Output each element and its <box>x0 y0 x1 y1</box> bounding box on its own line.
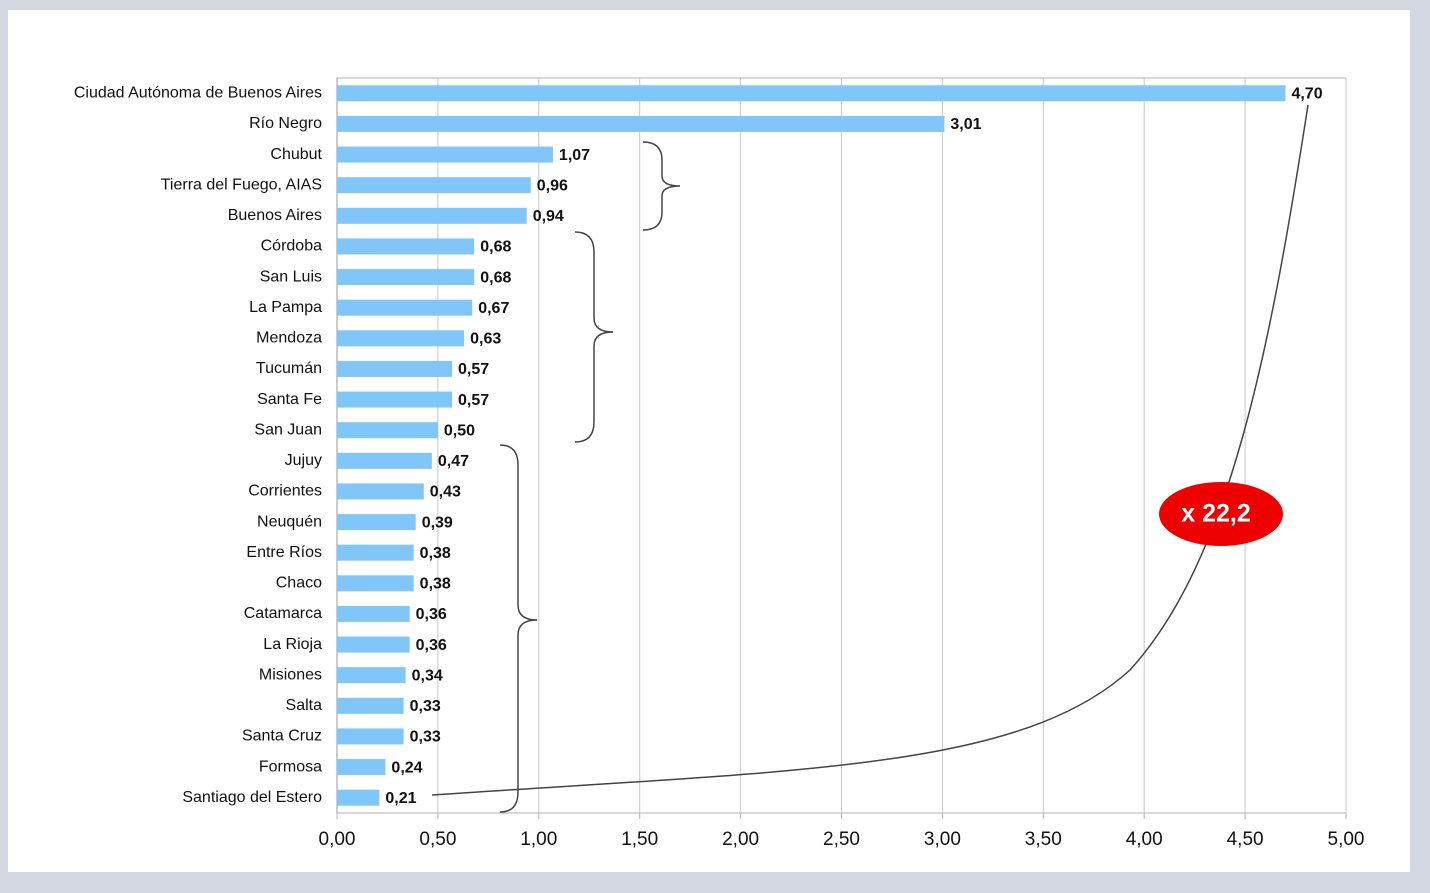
x-tick-label: 2,00 <box>722 829 759 850</box>
growth-curve <box>431 104 1309 796</box>
x-tick-label: 2,50 <box>823 829 860 850</box>
value-label: 0,57 <box>458 392 489 409</box>
value-label: 0,21 <box>385 790 416 807</box>
bar <box>337 575 414 592</box>
y-tick-label: Chubut <box>270 146 322 163</box>
bar <box>337 759 386 776</box>
y-tick-label: Chaco <box>276 575 322 592</box>
bar <box>337 483 424 500</box>
x-tick-label: 4,00 <box>1126 829 1163 850</box>
y-tick-label: Salta <box>286 697 323 714</box>
x-tick-label: 3,00 <box>924 829 961 850</box>
value-label: 0,38 <box>420 545 451 562</box>
x-tick-label: 3,50 <box>1025 829 1062 850</box>
annotation: x 22,2 <box>1181 500 1251 528</box>
y-tick-label: San Luis <box>260 268 322 285</box>
bar <box>337 422 438 439</box>
value-label: 0,24 <box>391 759 422 776</box>
bar <box>337 330 465 347</box>
y-tick-label: Santiago del Estero <box>182 789 322 806</box>
value-label: 0,67 <box>478 300 509 317</box>
grid <box>336 78 1347 819</box>
value-label: 0,39 <box>422 514 453 531</box>
value-label: 0,34 <box>412 667 443 684</box>
panel <box>8 10 1410 872</box>
value-label: 0,36 <box>416 637 447 654</box>
brace <box>499 444 538 813</box>
value-label: 3,01 <box>950 116 981 133</box>
bar <box>337 605 410 622</box>
value-label: 0,94 <box>533 208 564 225</box>
value-label: 0,57 <box>458 361 489 378</box>
bar <box>337 299 473 316</box>
y-tick-label: Río Negro <box>249 115 322 132</box>
bar <box>337 177 531 194</box>
bar <box>337 391 453 408</box>
bar <box>337 207 527 224</box>
bar <box>337 452 432 469</box>
y-tick-label: Catamarca <box>244 605 322 622</box>
value-label: 0,47 <box>438 453 469 470</box>
y-tick-label: Mendoza <box>256 330 322 347</box>
bar <box>337 115 945 132</box>
braces <box>431 104 1309 813</box>
y-tick-label: Corrientes <box>248 483 322 500</box>
bar <box>337 728 404 745</box>
bar <box>337 238 475 255</box>
value-label: 4,70 <box>1291 86 1322 103</box>
bar <box>337 514 416 531</box>
bar <box>337 146 553 163</box>
value-label: 0,33 <box>410 698 441 715</box>
bar <box>337 697 404 714</box>
y-tick-label: Ciudad Autónoma de Buenos Aires <box>74 85 322 102</box>
x-tick-label: 5,00 <box>1328 829 1365 850</box>
bars <box>337 85 1286 806</box>
value-label: 0,68 <box>480 239 511 256</box>
y-tick-label: Córdoba <box>261 238 322 255</box>
value-label: 0,96 <box>537 177 568 194</box>
y-tick-label: Formosa <box>259 758 322 775</box>
y-tick-label: San Juan <box>254 421 322 438</box>
y-tick-label: La Rioja <box>263 636 322 653</box>
value-label: 0,38 <box>420 576 451 593</box>
value-label: 0,33 <box>410 729 441 746</box>
y-tick-label: Tierra del Fuego, AIAS <box>161 176 322 193</box>
x-tick-label: 0,00 <box>319 829 356 850</box>
value-label: 0,50 <box>444 422 475 439</box>
y-tick-label: Entre Ríos <box>246 544 322 561</box>
bar <box>337 360 453 377</box>
y-tick-label: Tucumán <box>256 360 322 377</box>
bar <box>337 544 414 561</box>
value-label: 0,68 <box>480 269 511 286</box>
value-label: 0,43 <box>430 484 461 501</box>
bar <box>337 85 1286 102</box>
bar <box>337 789 380 806</box>
y-tick-label: La Pampa <box>249 299 322 316</box>
x-tick-label: 1,50 <box>621 829 658 850</box>
value-label: 0,36 <box>416 606 447 623</box>
y-tick-label: Jujuy <box>285 452 322 469</box>
bar <box>337 636 410 653</box>
x-tick-label: 4,50 <box>1227 829 1264 850</box>
value-label: 0,63 <box>470 331 501 348</box>
bar <box>337 269 475 286</box>
x-tick-label: 1,00 <box>520 829 557 850</box>
value-label: 1,07 <box>559 147 590 164</box>
y-tick-label: Santa Cruz <box>242 728 322 745</box>
brace <box>642 141 681 231</box>
y-tick-label: Santa Fe <box>257 391 322 408</box>
annotation-badge <box>1159 482 1283 546</box>
x-tick-label: 0,50 <box>419 829 456 850</box>
y-tick-label: Misiones <box>259 666 322 683</box>
y-tick-label: Buenos Aires <box>228 207 322 224</box>
brace <box>574 231 614 443</box>
bar <box>337 667 406 684</box>
y-tick-label: Neuquén <box>257 513 322 530</box>
